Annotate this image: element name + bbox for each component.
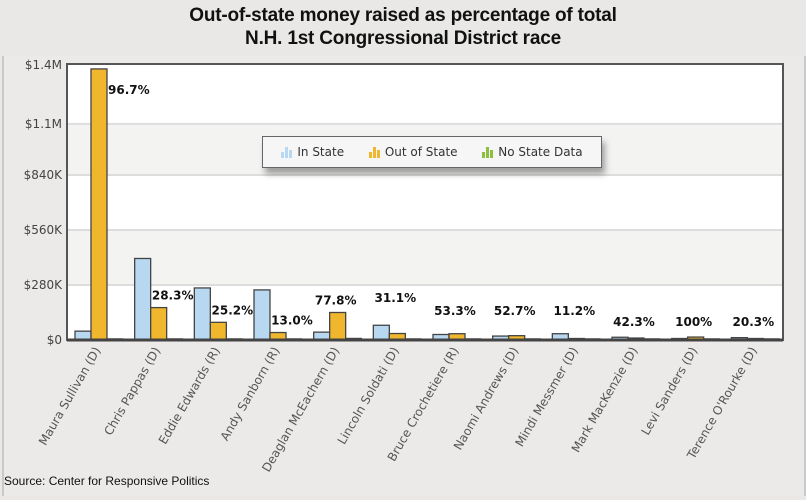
source-note: Source: Center for Responsive Politics bbox=[4, 474, 210, 488]
y-tick-label: $560K bbox=[24, 223, 64, 237]
data-label: 42.3% bbox=[613, 315, 655, 329]
data-label: 53.3% bbox=[434, 304, 476, 318]
bar-out-of-state bbox=[329, 311, 347, 341]
y-tick-label: $1.1M bbox=[25, 117, 62, 131]
x-tick-label: Mindi Messmer (D) bbox=[512, 345, 580, 450]
legend-label: Out of State bbox=[384, 145, 458, 159]
legend-label: No State Data bbox=[498, 145, 583, 159]
data-label: 31.1% bbox=[375, 291, 417, 305]
legend: In State Out of State No State Data bbox=[262, 136, 602, 168]
x-tick-label: Lincoln Soldati (D) bbox=[335, 345, 402, 447]
data-label: 77.8% bbox=[315, 294, 357, 308]
plot-band bbox=[67, 175, 783, 230]
data-labels: 96.7% 28.3% 25.2% 13.0%77.8% 31.1% 53.3% 52.7%… bbox=[108, 83, 774, 329]
plot-band bbox=[67, 230, 783, 285]
plot-band bbox=[67, 285, 783, 340]
gridlines bbox=[67, 122, 783, 286]
x-tick-label: Eddie Edwards (R) bbox=[156, 345, 223, 447]
bar-chart-icon bbox=[482, 146, 494, 158]
x-tick-label: Levi Sanders (D) bbox=[638, 345, 700, 438]
plot-band bbox=[67, 65, 783, 124]
x-tick-label: Chris Pappas (D) bbox=[101, 345, 163, 438]
y-tick-label: $1.4M bbox=[25, 58, 62, 72]
axes bbox=[66, 63, 784, 342]
data-label: 28.3% bbox=[152, 289, 194, 303]
x-tick-label: Mark MacKenzie (D) bbox=[569, 345, 641, 455]
bar-in-state bbox=[193, 287, 211, 341]
x-tick-label: Maura Sullivan (D) bbox=[36, 345, 104, 448]
bar-out-of-state bbox=[90, 68, 108, 341]
y-axis-ticks: $0 $280K $560K $840K $1.1M $1.4M bbox=[24, 58, 64, 347]
bar-in-state bbox=[253, 289, 271, 341]
legend-item-out-of-state[interactable]: Out of State bbox=[368, 145, 458, 159]
data-label: 25.2% bbox=[212, 303, 254, 317]
data-label: 100% bbox=[675, 315, 712, 329]
x-tick-label: Naomi Andrews (D) bbox=[451, 345, 521, 453]
title-line-1: Out-of-state money raised as percentage … bbox=[189, 5, 617, 26]
y-tick-label: $0 bbox=[47, 333, 62, 347]
data-label: 52.7% bbox=[494, 304, 536, 318]
x-tick-label: Andy Sanborn (R) bbox=[218, 345, 283, 444]
bar-out-of-state bbox=[150, 306, 168, 341]
data-label: 96.7% bbox=[108, 83, 150, 97]
legend-label: In State bbox=[297, 145, 345, 159]
chart-title: Out-of-state money raised as percentage … bbox=[0, 4, 806, 50]
y-tick-label: $280K bbox=[24, 278, 64, 292]
data-label: 11.2% bbox=[554, 304, 596, 318]
data-label: 13.0% bbox=[271, 314, 313, 328]
bar-chart-icon bbox=[368, 146, 380, 158]
bar-in-state bbox=[372, 324, 390, 341]
bar-chart-icon bbox=[281, 146, 293, 158]
y-tick-label: $840K bbox=[24, 168, 64, 182]
title-line-2: N.H. 1st Congressional District race bbox=[245, 28, 561, 49]
legend-item-no-state-data[interactable]: No State Data bbox=[482, 145, 583, 159]
x-axis-ticks: Maura Sullivan (D)Chris Pappas (D)Eddie … bbox=[36, 345, 760, 475]
x-tick-label: Terence O'Rourke (D) bbox=[684, 345, 760, 463]
data-label: 20.3% bbox=[733, 315, 775, 329]
legend-item-in-state[interactable]: In State bbox=[281, 145, 344, 159]
bar-out-of-state bbox=[209, 321, 227, 341]
bar-in-state bbox=[134, 257, 152, 341]
